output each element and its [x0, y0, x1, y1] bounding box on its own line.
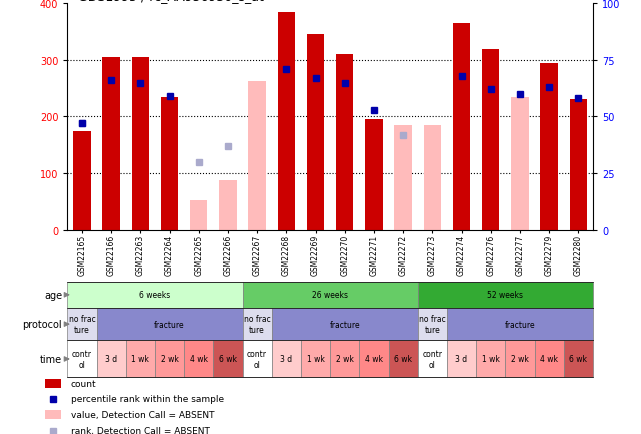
- Bar: [161, 97, 178, 230]
- Text: 2 wk: 2 wk: [336, 355, 354, 364]
- Bar: [272, 341, 301, 378]
- Bar: [248, 82, 266, 230]
- Bar: [272, 308, 418, 341]
- Bar: [540, 64, 558, 230]
- Bar: [97, 341, 126, 378]
- Text: 4 wk: 4 wk: [540, 355, 558, 364]
- Bar: [155, 341, 184, 378]
- Bar: [388, 341, 418, 378]
- Bar: [97, 308, 242, 341]
- Bar: [242, 341, 272, 378]
- Bar: [184, 341, 213, 378]
- Text: no frac
ture: no frac ture: [419, 315, 445, 334]
- Text: 3 d: 3 d: [105, 355, 117, 364]
- Bar: [360, 341, 388, 378]
- Text: 6 wk: 6 wk: [394, 355, 412, 364]
- Bar: [418, 308, 447, 341]
- Text: fracture: fracture: [329, 320, 360, 329]
- Bar: [447, 341, 476, 378]
- Text: 4 wk: 4 wk: [190, 355, 208, 364]
- Text: 4 wk: 4 wk: [365, 355, 383, 364]
- Text: value, Detection Call = ABSENT: value, Detection Call = ABSENT: [71, 410, 214, 419]
- Bar: [418, 341, 447, 378]
- Bar: [505, 341, 535, 378]
- Bar: [126, 341, 155, 378]
- Bar: [394, 125, 412, 230]
- Bar: [67, 341, 97, 378]
- Text: 3 d: 3 d: [456, 355, 467, 364]
- Text: 2 wk: 2 wk: [511, 355, 529, 364]
- Bar: [301, 341, 330, 378]
- Text: 1 wk: 1 wk: [482, 355, 499, 364]
- Text: 26 weeks: 26 weeks: [312, 291, 348, 299]
- Text: fracture: fracture: [504, 320, 535, 329]
- Text: 6 wk: 6 wk: [569, 355, 587, 364]
- Bar: [307, 35, 324, 230]
- Text: time: time: [40, 354, 62, 364]
- Text: GDS1995 / rc_AA956930_s_at: GDS1995 / rc_AA956930_s_at: [78, 0, 263, 3]
- Bar: [563, 341, 593, 378]
- Text: age: age: [44, 290, 62, 300]
- Bar: [476, 341, 505, 378]
- Text: 1 wk: 1 wk: [306, 355, 324, 364]
- Text: count: count: [71, 379, 96, 388]
- Bar: [570, 100, 587, 230]
- Bar: [336, 55, 353, 230]
- Text: 1 wk: 1 wk: [131, 355, 149, 364]
- Bar: [535, 341, 563, 378]
- Text: rank, Detection Call = ABSENT: rank, Detection Call = ABSENT: [71, 426, 210, 434]
- Bar: [424, 125, 441, 230]
- Text: 6 weeks: 6 weeks: [139, 291, 171, 299]
- Text: contr
ol: contr ol: [247, 349, 267, 369]
- Bar: [511, 97, 529, 230]
- Bar: [131, 58, 149, 230]
- Bar: [213, 341, 242, 378]
- Bar: [219, 181, 237, 230]
- Text: 6 wk: 6 wk: [219, 355, 237, 364]
- Bar: [45, 379, 61, 388]
- Bar: [242, 308, 272, 341]
- Bar: [190, 201, 208, 230]
- Text: 2 wk: 2 wk: [161, 355, 178, 364]
- Bar: [447, 308, 593, 341]
- Bar: [365, 167, 383, 230]
- Bar: [242, 282, 418, 308]
- Bar: [482, 49, 499, 230]
- Bar: [45, 410, 61, 419]
- Text: 3 d: 3 d: [280, 355, 292, 364]
- Text: protocol: protocol: [22, 319, 62, 329]
- Bar: [103, 58, 120, 230]
- Bar: [418, 282, 593, 308]
- Bar: [278, 13, 295, 230]
- Text: no frac
ture: no frac ture: [69, 315, 96, 334]
- Text: 52 weeks: 52 weeks: [487, 291, 523, 299]
- Bar: [330, 341, 360, 378]
- Text: contr
ol: contr ol: [422, 349, 442, 369]
- Text: contr
ol: contr ol: [72, 349, 92, 369]
- Text: fracture: fracture: [154, 320, 185, 329]
- Text: no frac
ture: no frac ture: [244, 315, 271, 334]
- Bar: [67, 282, 242, 308]
- Text: percentile rank within the sample: percentile rank within the sample: [71, 395, 224, 404]
- Bar: [67, 308, 97, 341]
- Bar: [365, 120, 383, 230]
- Bar: [73, 131, 90, 230]
- Bar: [453, 24, 470, 230]
- Bar: [73, 157, 90, 230]
